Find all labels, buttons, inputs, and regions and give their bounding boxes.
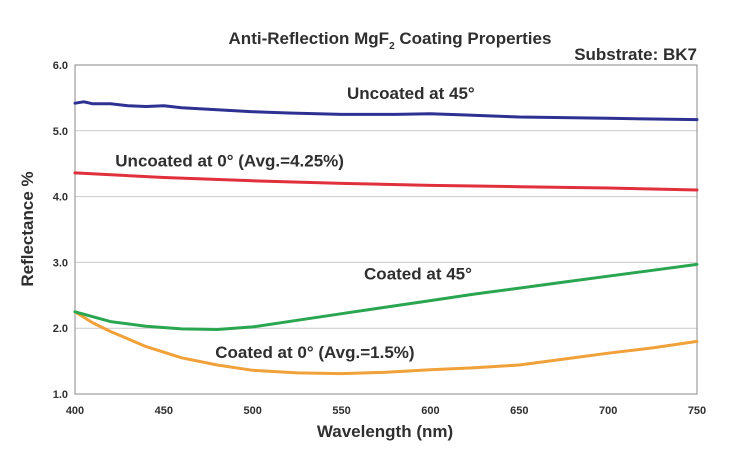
y-tick-label: 3.0 [53, 257, 68, 269]
y-tick-labels: 1.0 2.0 3.0 4.0 5.0 6.0 [53, 60, 68, 401]
y-tick-label: 1.0 [53, 389, 68, 401]
series-line-coated-0 [73, 310, 699, 376]
series-labels: Uncoated at 45° Uncoated at 0° (Avg.=4.25… [115, 84, 475, 362]
x-tick-label: 400 [66, 405, 84, 417]
chart-title-main: Anti-Reflection MgF [229, 29, 390, 48]
chart-title-subscript: 2 [389, 41, 395, 52]
x-tick-label: 500 [244, 405, 262, 417]
series-label-uncoated-0: Uncoated at 0° (Avg.=4.25%) [115, 151, 344, 170]
series-label-coated-0: Coated at 0° (Avg.=1.5%) [215, 343, 414, 362]
y-tick-label: 2.0 [53, 323, 68, 335]
x-tick-label: 700 [599, 405, 617, 417]
series-layer [73, 100, 699, 376]
y-tick-label: 6.0 [53, 60, 68, 72]
series-line-uncoated-45 [73, 100, 699, 122]
series-label-coated-45: Coated at 45° [364, 265, 472, 284]
x-tick-labels: 400 450 500 550 600 650 700 750 [66, 405, 706, 417]
plot-frame [74, 64, 698, 395]
substrate-label: Substrate: BK7 [574, 45, 697, 64]
y-axis-label: Reflectance % [18, 171, 37, 286]
x-tick-label: 750 [688, 405, 706, 417]
y-tick-label: 5.0 [53, 126, 68, 138]
x-tick-label: 650 [510, 405, 528, 417]
series-line-coated-45 [73, 262, 699, 331]
x-tick-label: 550 [332, 405, 350, 417]
series-label-uncoated-45: Uncoated at 45° [347, 84, 475, 103]
y-tick-label: 4.0 [53, 192, 68, 204]
x-axis-label: Wavelength (nm) [317, 422, 453, 441]
x-tick-label: 600 [421, 405, 439, 417]
chart-title-rest: Coating Properties [395, 29, 552, 48]
series-line-uncoated-0 [73, 171, 699, 192]
x-tick-label: 450 [155, 405, 173, 417]
chart-title: Anti-Reflection MgF2 Coating Properties [229, 29, 552, 52]
